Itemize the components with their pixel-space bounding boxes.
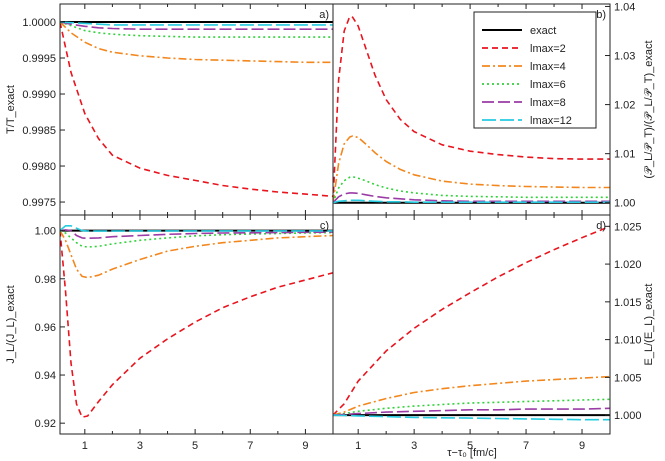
series-line-lmax-4 — [333, 135, 610, 203]
series-line-lmax-4 — [60, 230, 333, 279]
y-axis-label: (𝒫_L/𝒫_T)/(𝒫_L/𝒫_T)_exact — [643, 40, 655, 178]
x-axis-label: τ−τ₀ [fm/c] — [447, 447, 497, 459]
legend-box — [473, 11, 597, 129]
x-tick-label: 1 — [82, 440, 88, 452]
y-tick-label: 0.92 — [35, 418, 56, 430]
x-tick-label: 5 — [192, 440, 198, 452]
series-line-lmax-12 — [333, 414, 610, 421]
y-tick-label: 0.9990 — [22, 89, 56, 101]
panel-2: 1.00 1.01 1.02 1.03 1.04 b) (𝒫_L/𝒫_T)/(𝒫_L/𝒫_T… — [332, 1, 655, 216]
x-tick-label: 7 — [247, 440, 253, 452]
y-tick-label: 1.02 — [614, 100, 635, 112]
legend-label: lmax=6 — [530, 79, 566, 91]
series-line-lmax-6 — [333, 175, 610, 203]
y-tick-label: 1.005 — [614, 372, 642, 384]
series-line-lmax-12 — [60, 21, 333, 26]
y-tick-label: 0.9985 — [22, 125, 56, 137]
series-line-lmax-2 — [60, 21, 333, 198]
x-tick-label: 3 — [137, 440, 143, 452]
y-tick-label: 1.00 — [35, 226, 56, 238]
series-line-lmax-4 — [333, 375, 610, 416]
x-tick-label: 3 — [411, 440, 417, 452]
legend-label: lmax=4 — [530, 61, 566, 73]
y-tick-label: 1.0000 — [22, 17, 56, 29]
legend-label: lmax=2 — [530, 43, 566, 55]
series-line-lmax-6 — [60, 21, 333, 38]
series-line-lmax-2 — [333, 15, 610, 203]
series-line-lmax-2 — [60, 230, 333, 419]
series-line-lmax-8 — [333, 407, 610, 416]
series-line-lmax-12 — [60, 225, 333, 232]
panel-frame — [332, 214, 611, 435]
legend: exact lmax=2 lmax=4 lmax=6 lmax=8 lmax=12 — [473, 11, 597, 129]
panel-tag: c) — [320, 220, 329, 232]
y-tick-label: 0.9975 — [22, 197, 56, 209]
y-tick-label: 1.025 — [614, 221, 642, 233]
panel-1: 0.9975 0.9980 0.9985 0.9990 0.9995 1.0000 a) T/… — [5, 3, 334, 216]
panel-tag: a) — [319, 9, 329, 21]
legend-label: lmax=12 — [530, 115, 572, 127]
y-tick-label: 1.020 — [614, 259, 642, 271]
series-line-lmax-6 — [60, 229, 333, 248]
y-tick-label: 0.9980 — [22, 161, 56, 173]
y-tick-label: 1.015 — [614, 297, 642, 309]
series-line-lmax-8 — [60, 21, 333, 31]
y-tick-label: 0.98 — [35, 274, 56, 286]
series-line-lmax-12 — [333, 199, 610, 204]
x-tick-label: 7 — [523, 440, 529, 452]
y-tick-label: 1.010 — [614, 335, 642, 347]
x-tick-label: 9 — [302, 440, 308, 452]
x-tick-label: 9 — [579, 440, 585, 452]
x-tick-label: 1 — [355, 440, 361, 452]
y-axis-label: J_L/(J_L)_exact — [5, 285, 17, 363]
y-tick-label: 1.03 — [614, 51, 635, 63]
legend-label: exact — [530, 25, 556, 37]
y-tick-label: 0.9995 — [22, 53, 56, 65]
series-line-lmax-8 — [60, 229, 333, 240]
y-tick-label: 1.000 — [614, 410, 642, 422]
series-line-lmax-2 — [333, 225, 610, 416]
series-line-lmax-4 — [60, 21, 333, 64]
y-tick-label: 1.04 — [614, 1, 635, 13]
y-tick-label: 1.01 — [614, 149, 635, 161]
panel-4: 1.000 1.005 1.010 1.015 1.020 1.025 1 3 5 7 9 d) E_L… — [332, 214, 655, 452]
panel-tag: d) — [596, 220, 606, 232]
panel-frame — [59, 3, 334, 216]
panel-tag: b) — [596, 9, 606, 21]
legend-label: lmax=8 — [530, 97, 566, 109]
series-line-lmax-8 — [333, 192, 610, 204]
y-tick-label: 0.94 — [35, 370, 56, 382]
y-tick-label: 1.00 — [614, 198, 635, 210]
panel-3: 0.92 0.94 0.96 0.98 1.00 1 3 5 7 9 c) J_L/(J_L)_exa… — [5, 214, 334, 452]
panel-frame — [59, 214, 334, 435]
series-line-lmax-6 — [333, 398, 610, 416]
y-tick-label: 0.96 — [35, 322, 56, 334]
y-axis-label: T/T_exact — [5, 85, 17, 134]
y-axis-label: E_L/(E_L)_exact — [643, 284, 655, 366]
x-tick-label: 5 — [467, 440, 473, 452]
